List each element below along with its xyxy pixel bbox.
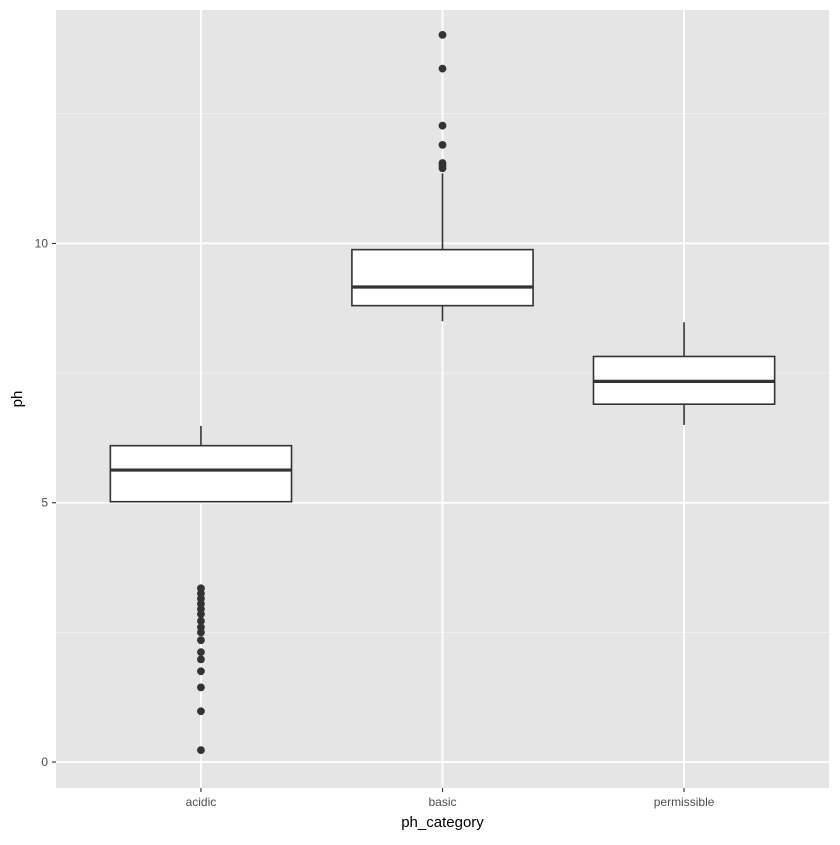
axes: 0 5 10 acidic basic permissible [35, 236, 715, 809]
outlier-point [197, 655, 205, 664]
y-tick-label: 0 [41, 755, 48, 769]
box-iqr [351, 248, 534, 307]
outlier-point [197, 617, 205, 625]
outlier-point [438, 121, 447, 130]
outlier-point [438, 140, 447, 149]
outlier-point [197, 746, 205, 755]
outlier-point [197, 648, 205, 657]
boxes [109, 30, 776, 755]
outlier-point [438, 64, 447, 73]
x-tick-label: acidic [186, 795, 217, 809]
x-tick-label: basic [428, 795, 456, 809]
outlier-point [438, 30, 447, 39]
x-axis-title: ph_category [401, 814, 484, 831]
outlier-point [197, 707, 205, 716]
outlier-point [197, 667, 205, 676]
outlier-point [197, 636, 205, 645]
outlier-point [438, 159, 447, 167]
outlier-point [197, 683, 205, 692]
box-basic [351, 30, 534, 322]
box-acidic [109, 425, 293, 755]
y-axis-title: ph [9, 391, 26, 408]
y-tick-label: 10 [35, 236, 49, 250]
box-permissible [592, 322, 776, 425]
box-iqr [109, 444, 293, 503]
x-tick-label: permissible [654, 795, 715, 809]
outlier-point [197, 628, 205, 637]
outlier-point [197, 610, 205, 619]
y-tick-label: 5 [41, 496, 48, 510]
